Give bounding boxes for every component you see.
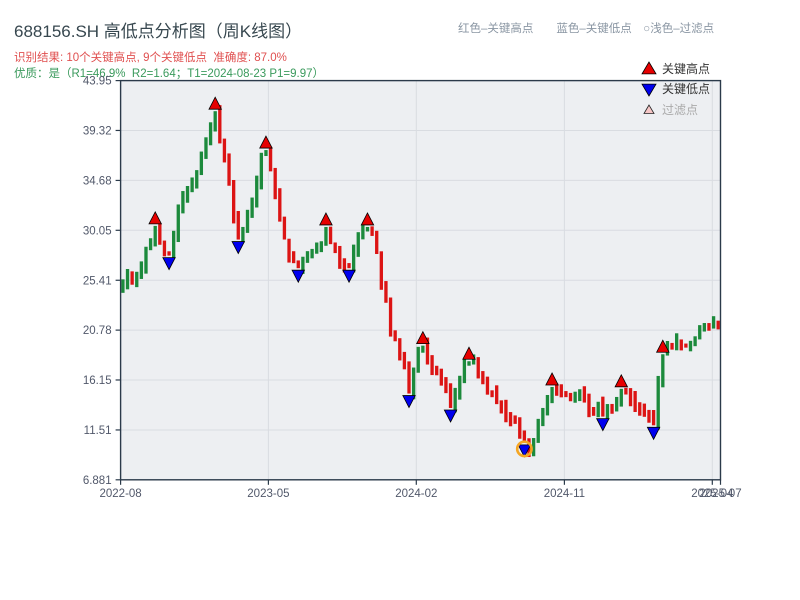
svg-text:16.15: 16.15 — [83, 375, 112, 387]
svg-text:25.41: 25.41 — [83, 275, 112, 287]
svg-text:43.95: 43.95 — [83, 76, 112, 88]
svg-text:2025-07: 2025-07 — [699, 488, 741, 500]
svg-text:过滤点: 过滤点 — [662, 103, 698, 117]
svg-text:2024-11: 2024-11 — [544, 488, 585, 500]
svg-text:2024-02: 2024-02 — [395, 488, 437, 500]
svg-text:20.78: 20.78 — [83, 325, 112, 337]
svg-text:30.05: 30.05 — [83, 225, 112, 237]
svg-text:2022-08: 2022-08 — [99, 488, 141, 500]
svg-text:关键低点: 关键低点 — [662, 82, 710, 96]
svg-text:关键高点: 关键高点 — [662, 61, 710, 76]
svg-text:39.32: 39.32 — [83, 125, 112, 137]
svg-text:2023-05: 2023-05 — [247, 488, 289, 500]
svg-text:11.51: 11.51 — [84, 425, 112, 437]
svg-text:6.881: 6.881 — [83, 475, 112, 487]
svg-text:34.68: 34.68 — [83, 175, 112, 187]
